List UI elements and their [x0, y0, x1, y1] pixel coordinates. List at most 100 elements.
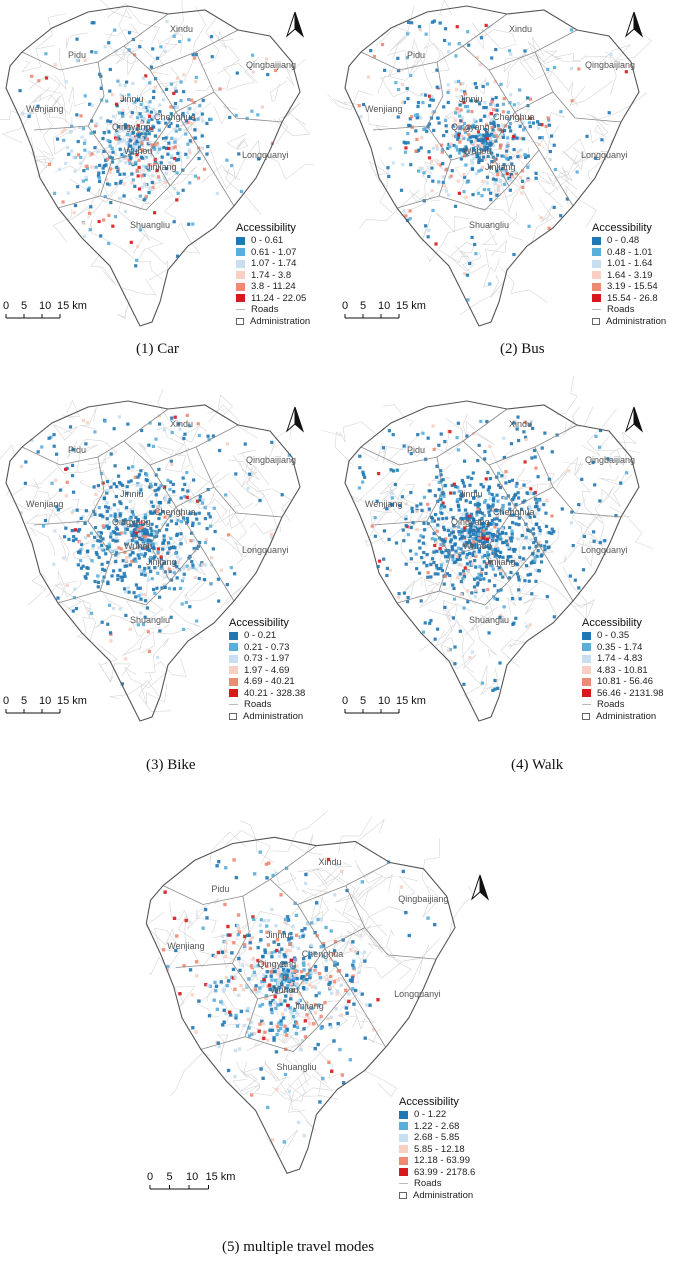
accessibility-cell	[462, 149, 466, 153]
accessibility-cell	[180, 512, 185, 516]
accessibility-cell	[123, 521, 127, 525]
accessibility-cell	[176, 560, 180, 564]
accessibility-cell	[329, 929, 333, 933]
accessibility-cell	[313, 1011, 318, 1015]
accessibility-cell	[504, 470, 508, 474]
legend-administration-label: Administration	[596, 710, 657, 722]
accessibility-cell	[534, 579, 538, 583]
accessibility-cell	[137, 145, 141, 149]
accessibility-cell	[446, 529, 450, 533]
accessibility-cell	[478, 575, 482, 579]
accessibility-cell	[520, 169, 525, 173]
accessibility-cell	[435, 144, 439, 148]
accessibility-cell	[134, 559, 138, 563]
accessibility-cell	[496, 499, 500, 503]
accessibility-cell	[151, 587, 156, 592]
accessibility-cell	[171, 482, 175, 487]
accessibility-cell	[534, 176, 538, 180]
accessibility-cell	[286, 984, 290, 988]
accessibility-cell	[246, 1017, 251, 1021]
accessibility-cell	[132, 559, 136, 563]
accessibility-cell	[220, 1002, 225, 1006]
accessibility-cell	[151, 511, 155, 515]
accessibility-cell	[306, 921, 310, 926]
legend-item: 12.18 - 63.99	[399, 1155, 475, 1167]
road	[112, 99, 149, 114]
accessibility-cell	[131, 131, 136, 135]
accessibility-cell	[524, 564, 529, 568]
accessibility-cell	[333, 939, 338, 944]
accessibility-cell	[494, 139, 498, 143]
accessibility-cell	[447, 89, 451, 93]
accessibility-cell	[206, 983, 210, 988]
accessibility-cell	[127, 539, 131, 543]
accessibility-cell	[116, 508, 120, 512]
accessibility-cell	[146, 142, 150, 146]
accessibility-cell	[114, 526, 118, 531]
accessibility-cell	[146, 630, 150, 634]
accessibility-cell	[490, 492, 494, 497]
accessibility-cell	[196, 176, 201, 180]
accessibility-cell	[263, 948, 267, 952]
accessibility-cell	[183, 432, 187, 436]
road	[363, 1069, 398, 1097]
accessibility-cell	[499, 588, 503, 592]
accessibility-cell	[175, 254, 180, 258]
accessibility-cell	[498, 179, 502, 184]
accessibility-cell	[158, 103, 162, 107]
accessibility-cell	[269, 1007, 274, 1012]
accessibility-cell	[150, 529, 154, 533]
road	[229, 533, 250, 565]
accessibility-cell	[487, 531, 491, 535]
accessibility-cell	[552, 65, 557, 70]
legend-item: 4.83 - 10.81	[582, 665, 664, 677]
accessibility-cell	[133, 53, 137, 57]
accessibility-cell	[298, 998, 303, 1003]
road	[206, 980, 237, 1002]
accessibility-cell	[196, 422, 200, 426]
accessibility-cell	[490, 97, 495, 101]
accessibility-cell	[552, 205, 556, 209]
accessibility-cell	[332, 980, 337, 984]
accessibility-cell	[192, 117, 196, 122]
accessibility-cell	[83, 138, 87, 142]
accessibility-cell	[101, 170, 105, 175]
accessibility-cell	[142, 137, 146, 142]
accessibility-cell	[497, 127, 501, 131]
road	[209, 831, 247, 866]
accessibility-cell	[70, 529, 74, 533]
accessibility-cell	[445, 572, 450, 576]
accessibility-cell	[526, 528, 531, 533]
accessibility-cell	[487, 579, 491, 583]
accessibility-cell	[494, 96, 498, 100]
accessibility-cell	[156, 488, 160, 492]
accessibility-cell	[132, 523, 136, 527]
accessibility-cell	[462, 484, 467, 488]
accessibility-cell	[133, 540, 138, 544]
road	[586, 150, 609, 155]
accessibility-cell	[136, 123, 140, 128]
accessibility-cell	[67, 537, 71, 541]
accessibility-cell	[525, 96, 530, 100]
road	[431, 464, 452, 482]
panel-bus: 0 5 10 15 km Accessibility 0 - 0.48 0.48 - 1.…	[327, 0, 678, 380]
accessibility-cell	[432, 519, 436, 523]
accessibility-cell	[106, 488, 110, 493]
road	[232, 474, 260, 500]
legend-administration-label: Administration	[243, 710, 304, 722]
accessibility-cell	[336, 1021, 340, 1026]
legend-item: 0 - 0.48	[592, 235, 666, 247]
accessibility-cell	[550, 450, 554, 454]
accessibility-cell	[523, 49, 527, 53]
accessibility-cell	[194, 512, 198, 516]
accessibility-cell	[569, 521, 574, 525]
accessibility-cell	[498, 511, 503, 516]
accessibility-cell	[455, 132, 459, 136]
accessibility-cell	[152, 125, 156, 129]
accessibility-cell	[339, 983, 343, 987]
accessibility-cell	[111, 224, 115, 228]
accessibility-cell	[88, 228, 92, 232]
accessibility-cell	[172, 571, 176, 575]
accessibility-cell	[128, 499, 132, 504]
accessibility-cell	[400, 82, 405, 87]
